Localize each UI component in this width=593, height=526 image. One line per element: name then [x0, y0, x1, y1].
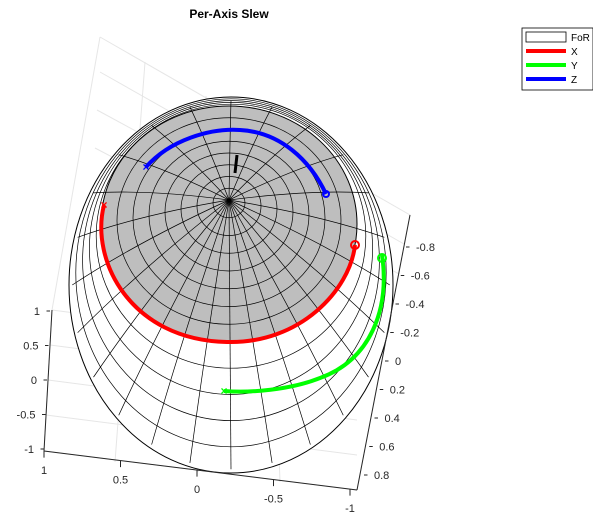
x-axis-tick-label: -1	[345, 503, 355, 515]
legend-label-z: Z	[571, 75, 577, 86]
z-axis-tick-label: 0	[31, 375, 37, 387]
x-axis-tick-label: -0.5	[264, 494, 283, 506]
x-axis-tick-label: 1	[41, 465, 47, 477]
x-axis-ticks: 1 0.5 0 -0.5 -1	[41, 451, 355, 515]
sphere-meridian	[189, 106, 230, 201]
legend-swatch-for	[525, 31, 567, 43]
y-axis-ticks: -0.8 -0.6 -0.4 -0.2 0 0.2 0.4 0.6 0.8	[364, 242, 435, 482]
chart-title: Per-Axis Slew	[189, 7, 269, 21]
sphere-meridian	[93, 191, 230, 201]
series-x-end-marker: ×	[100, 198, 107, 212]
sphere-parallel	[116, 117, 342, 325]
legend-label-for: FoR	[571, 33, 590, 44]
sphere-meridian	[228, 106, 273, 201]
legend-label-x: X	[571, 47, 578, 58]
sphere-meridian	[77, 199, 230, 238]
sphere-meridian	[228, 100, 232, 201]
series-z-end-marker: ×	[142, 160, 149, 174]
sphere-meridian	[228, 125, 311, 201]
sphere-gridlines	[72, 98, 390, 470]
sphere-meridian	[228, 199, 273, 464]
sphere-parallel	[196, 176, 262, 236]
series-y-line	[223, 254, 386, 394]
z-axis-tick-label: 1	[34, 306, 40, 318]
y-axis-tick-label: 0.4	[385, 413, 400, 425]
sphere-meridian	[228, 199, 385, 333]
z-axis-tick-label: 0.5	[23, 341, 38, 353]
y-axis-tick-label: -0.4	[406, 299, 425, 311]
legend: FoR X Y Z	[521, 27, 593, 91]
sphere-meridian	[228, 199, 344, 416]
z-axis-tick-label: -1	[24, 444, 34, 456]
sphere-parallel	[180, 164, 278, 254]
z-axis-tick-label: -0.5	[17, 410, 36, 422]
series-x-line	[99, 204, 357, 345]
x-axis-tick-label: 0	[194, 484, 200, 496]
legend-label-y: Y	[571, 61, 578, 72]
series-paths: × × ×	[99, 127, 387, 398]
sphere-meridian	[118, 199, 230, 416]
x-axis-tick-label: 0.5	[113, 475, 128, 487]
y-axis-tick-label: 0.6	[379, 442, 394, 454]
sphere-meridian	[228, 199, 390, 286]
sphere-parallel	[75, 98, 387, 448]
sphere-parallel	[212, 187, 246, 219]
series-y-start-marker	[377, 253, 387, 263]
series-z-start-marker	[322, 190, 330, 198]
sphere-meridian	[77, 199, 230, 333]
y-axis-tick-label: 0.8	[374, 470, 389, 482]
series-z-line	[144, 127, 328, 195]
sphere-meridian	[228, 154, 344, 201]
y-axis-tick-label: -0.8	[416, 242, 435, 254]
series-x-start-marker	[350, 240, 360, 250]
boresight-marker	[233, 154, 239, 174]
sphere-meridian	[228, 191, 369, 201]
y-axis-tick-label: 0.2	[390, 385, 405, 397]
sphere-meridian	[228, 199, 311, 445]
z-axis-ticks: 1 0.5 0 -0.5 -1	[17, 306, 50, 456]
sphere-parallel	[89, 102, 373, 395]
sphere-meridian	[72, 199, 230, 286]
sphere-parallel	[95, 103, 367, 369]
sphere-meridian	[93, 199, 230, 378]
y-axis-tick-label: -0.2	[400, 328, 419, 340]
sphere-parallel	[164, 152, 294, 272]
series-y-end-marker: ×	[220, 384, 227, 398]
y-axis-tick-label: 0	[395, 356, 401, 368]
y-axis-tick-label: -0.6	[411, 271, 430, 283]
sphere-meridian	[189, 199, 230, 464]
axis-lines	[43, 214, 411, 491]
sphere-meridian	[118, 154, 230, 201]
sphere-meridian	[228, 199, 385, 238]
sphere-meridian	[151, 125, 230, 201]
sphere-parallel	[148, 140, 310, 290]
